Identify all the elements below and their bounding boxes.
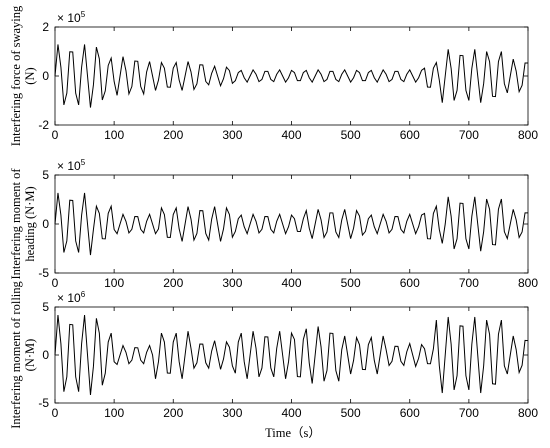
x-axis-label: Time（s）: [265, 426, 321, 440]
data-line: [54, 315, 529, 395]
x-tick-label: 700: [459, 128, 479, 142]
y-axis-label: (N·M): [23, 339, 37, 372]
data-line: [54, 192, 529, 256]
y-axis-label: Interfering force of swaying: [9, 5, 23, 146]
x-tick-label: 800: [518, 128, 538, 142]
x-tick-label: 400: [281, 128, 301, 142]
y-axis-label: Interfering moment of rolling: [9, 280, 23, 428]
axes-box: [54, 174, 529, 274]
x-tick-label: 700: [459, 276, 479, 290]
x-tick-label: 800: [518, 406, 538, 420]
y-tick-label: 2: [42, 20, 49, 34]
x-tick-label: 0: [52, 276, 59, 290]
exponent-base: × 10: [57, 159, 81, 173]
x-tick-label: 600: [400, 406, 420, 420]
x-tick-label: 500: [341, 276, 361, 290]
x-tick-label: 100: [104, 128, 124, 142]
y-tick-label: 5: [42, 168, 49, 182]
x-tick-label: 200: [163, 276, 183, 290]
x-tick-label: 600: [400, 276, 420, 290]
x-tick-label: 100: [104, 276, 124, 290]
x-tick-label: 400: [281, 276, 301, 290]
y-tick-label: -5: [38, 266, 49, 280]
exponent-power: 6: [81, 290, 86, 299]
y-tick-label: -5: [38, 396, 49, 410]
x-tick-label: 0: [52, 128, 59, 142]
axes-box: [54, 306, 529, 404]
y-tick-label: 0: [42, 217, 49, 231]
exponent-base: × 10: [57, 291, 81, 305]
y-tick-label: 0: [42, 348, 49, 362]
y-exponent: × 105: [57, 10, 86, 25]
data-line: [54, 44, 528, 108]
exponent-base: × 10: [57, 11, 81, 25]
x-tick-label: 300: [222, 406, 242, 420]
x-tick-label: 800: [518, 276, 538, 290]
y-tick-label: 5: [42, 300, 49, 314]
y-axis-label: Interfering moment of: [9, 168, 23, 280]
y-axis-label: heading (N·M): [23, 186, 37, 261]
y-exponent: × 105: [57, 158, 86, 173]
x-tick-label: 200: [163, 406, 183, 420]
y-tick-label: -2: [38, 118, 49, 132]
x-tick-label: 300: [222, 128, 242, 142]
x-tick-label: 0: [52, 406, 59, 420]
x-tick-label: 500: [341, 406, 361, 420]
x-tick-label: 400: [281, 406, 301, 420]
y-exponent: × 106: [57, 290, 86, 305]
x-tick-label: 200: [163, 128, 183, 142]
y-axis-label: (N): [23, 67, 37, 84]
exponent-power: 5: [81, 10, 86, 19]
exponent-power: 5: [81, 158, 86, 167]
x-tick-label: 500: [341, 128, 361, 142]
axes-box: [54, 26, 529, 126]
x-tick-label: 100: [104, 406, 124, 420]
x-tick-label: 600: [400, 128, 420, 142]
x-tick-label: 700: [459, 406, 479, 420]
x-tick-label: 300: [222, 276, 242, 290]
y-tick-label: 0: [42, 69, 49, 83]
